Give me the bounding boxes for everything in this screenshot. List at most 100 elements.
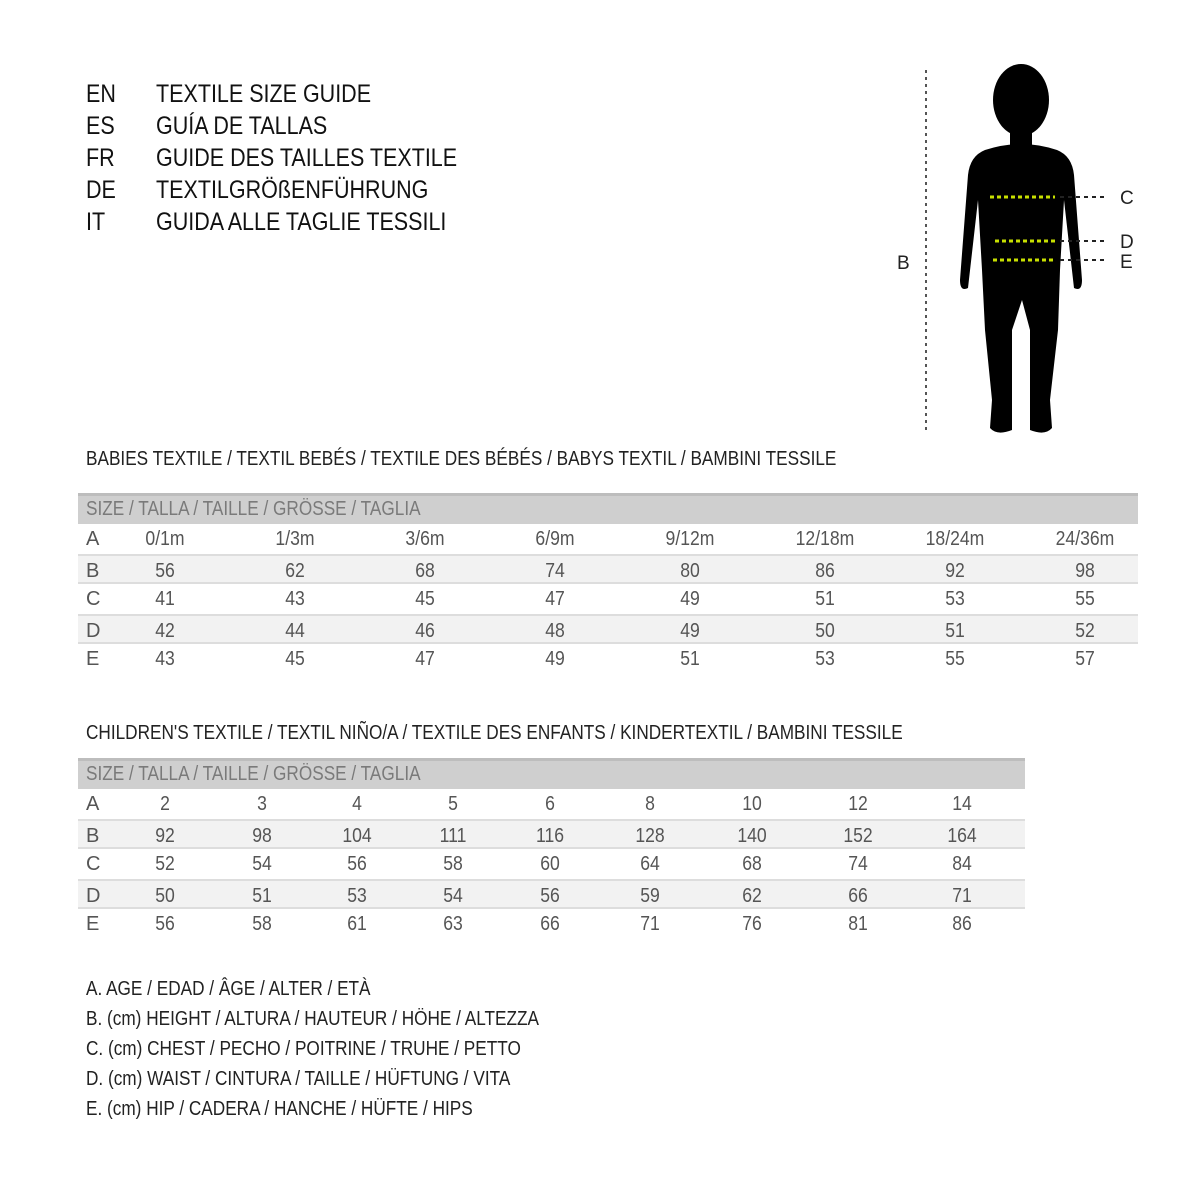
table-cell: 62 bbox=[285, 560, 305, 582]
table-cell: 71 bbox=[952, 885, 972, 907]
table-cell: 86 bbox=[952, 913, 972, 935]
row-label: C bbox=[86, 588, 101, 610]
table-cell: 80 bbox=[680, 560, 700, 582]
table-cell: 128 bbox=[635, 825, 665, 847]
label-b: B bbox=[897, 253, 910, 274]
table-cell: 56 bbox=[155, 560, 175, 582]
table-cell: 43 bbox=[155, 648, 175, 670]
table-row-c: C 52 54 56 58 60 64 68 74 84 bbox=[78, 849, 1025, 879]
table-cell: 59 bbox=[640, 885, 660, 907]
row-label: C bbox=[86, 853, 101, 875]
table-cell: 104 bbox=[342, 825, 372, 847]
guide-title: GUÍA DE TALLAS bbox=[156, 112, 328, 140]
table-cell: 10 bbox=[742, 793, 762, 815]
table-row-a: A 0/1m 1/3m 3/6m 6/9m 9/12m 12/18m 18/24m 24/36m bbox=[78, 524, 1138, 554]
row-label: E bbox=[86, 913, 100, 935]
legend-item: E. (cm) HIP / CADERA / HANCHE / HÜFTE / … bbox=[86, 1098, 473, 1120]
table-cell: 9/12m bbox=[665, 528, 715, 550]
table-cell: 49 bbox=[680, 620, 700, 642]
table-cell: 4 bbox=[352, 793, 362, 815]
table-cell: 48 bbox=[545, 620, 565, 642]
table-cell: 76 bbox=[742, 913, 762, 935]
legend-item: B. (cm) HEIGHT / ALTURA / HAUTEUR / HÖHE… bbox=[86, 1008, 540, 1030]
table-cell: 66 bbox=[540, 913, 560, 935]
language-code: DE bbox=[86, 176, 116, 204]
table-cell: 54 bbox=[252, 853, 272, 875]
language-code: ES bbox=[86, 112, 115, 140]
table-cell: 46 bbox=[415, 620, 435, 642]
table-cell: 24/36m bbox=[1055, 528, 1115, 550]
table-row-b: B 92 98 104 111 116 128 140 152 164 bbox=[78, 819, 1025, 849]
table-cell: 51 bbox=[680, 648, 700, 670]
table-cell: 92 bbox=[945, 560, 965, 582]
table-cell: 74 bbox=[545, 560, 565, 582]
table-cell: 45 bbox=[285, 648, 305, 670]
table-row-e: E 43 45 47 49 51 53 55 57 bbox=[78, 644, 1138, 674]
guide-title: TEXTILGRÖßENFÜHRUNG bbox=[156, 176, 429, 204]
table-cell: 68 bbox=[415, 560, 435, 582]
table-cell: 3/6m bbox=[405, 528, 445, 550]
guide-title: TEXTILE SIZE GUIDE bbox=[156, 80, 372, 108]
table-cell: 43 bbox=[285, 588, 305, 610]
table-cell: 98 bbox=[252, 825, 272, 847]
table-cell: 54 bbox=[443, 885, 463, 907]
table-cell: 6 bbox=[545, 793, 555, 815]
table-cell: 12/18m bbox=[795, 528, 855, 550]
table-cell: 2 bbox=[160, 793, 170, 815]
table-cell: 0/1m bbox=[145, 528, 185, 550]
legend-item: A. AGE / EDAD / ÂGE / ALTER / ETÀ bbox=[86, 978, 371, 1000]
language-code: FR bbox=[86, 144, 115, 172]
table-cell: 55 bbox=[945, 648, 965, 670]
table-row-b: B 56 62 68 74 80 86 92 98 bbox=[78, 554, 1138, 584]
table-cell: 68 bbox=[742, 853, 762, 875]
table-cell: 152 bbox=[843, 825, 873, 847]
table-cell: 57 bbox=[1075, 648, 1095, 670]
table-cell: 74 bbox=[848, 853, 868, 875]
table-cell: 50 bbox=[815, 620, 835, 642]
table-cell: 45 bbox=[415, 588, 435, 610]
table-cell: 5 bbox=[448, 793, 458, 815]
table-cell: 66 bbox=[848, 885, 868, 907]
guide-title: GUIDE DES TAILLES TEXTILE bbox=[156, 144, 458, 172]
child-silhouette-icon bbox=[960, 64, 1082, 433]
size-header-label: SIZE / TALLA / TAILLE / GRÖSSE / TAGLIA bbox=[86, 498, 421, 520]
table-cell: 98 bbox=[1075, 560, 1095, 582]
table-row-a: A 2 3 4 5 6 8 10 12 14 bbox=[78, 789, 1025, 819]
table-cell: 52 bbox=[1075, 620, 1095, 642]
table-cell: 12 bbox=[848, 793, 868, 815]
table-cell: 92 bbox=[155, 825, 175, 847]
children-heading: CHILDREN'S TEXTILE / TEXTIL NIÑO/A / TEX… bbox=[86, 722, 903, 744]
table-cell: 49 bbox=[680, 588, 700, 610]
size-header: SIZE / TALLA / TAILLE / GRÖSSE / TAGLIA bbox=[78, 493, 1138, 524]
table-cell: 81 bbox=[848, 913, 868, 935]
table-cell: 86 bbox=[815, 560, 835, 582]
table-cell: 53 bbox=[347, 885, 367, 907]
legend-item: C. (cm) CHEST / PECHO / POITRINE / TRUHE… bbox=[86, 1038, 521, 1060]
table-cell: 62 bbox=[742, 885, 762, 907]
table-cell: 51 bbox=[945, 620, 965, 642]
table-cell: 49 bbox=[545, 648, 565, 670]
table-cell: 50 bbox=[155, 885, 175, 907]
table-cell: 1/3m bbox=[275, 528, 315, 550]
table-cell: 56 bbox=[155, 913, 175, 935]
table-cell: 53 bbox=[815, 648, 835, 670]
row-label: E bbox=[86, 648, 100, 670]
table-cell: 140 bbox=[737, 825, 767, 847]
row-label: A bbox=[86, 793, 100, 815]
table-cell: 71 bbox=[640, 913, 660, 935]
table-row-d: D 42 44 46 48 49 50 51 52 bbox=[78, 614, 1138, 644]
row-label: B bbox=[86, 560, 100, 582]
table-cell: 55 bbox=[1075, 588, 1095, 610]
table-cell: 47 bbox=[545, 588, 565, 610]
table-cell: 111 bbox=[439, 825, 467, 847]
table-cell: 56 bbox=[540, 885, 560, 907]
table-cell: 58 bbox=[443, 853, 463, 875]
label-c: C bbox=[1120, 188, 1134, 209]
table-cell: 41 bbox=[155, 588, 175, 610]
table-cell: 6/9m bbox=[535, 528, 575, 550]
table-row-e: E 56 58 61 63 66 71 76 81 86 bbox=[78, 909, 1025, 939]
table-row-d: D 50 51 53 54 56 59 62 66 71 bbox=[78, 879, 1025, 909]
row-label: B bbox=[86, 825, 100, 847]
guide-title: GUIDA ALLE TAGLIE TESSILI bbox=[156, 208, 447, 236]
legend-item: D. (cm) WAIST / CINTURA / TAILLE / HÜFTU… bbox=[86, 1068, 511, 1090]
